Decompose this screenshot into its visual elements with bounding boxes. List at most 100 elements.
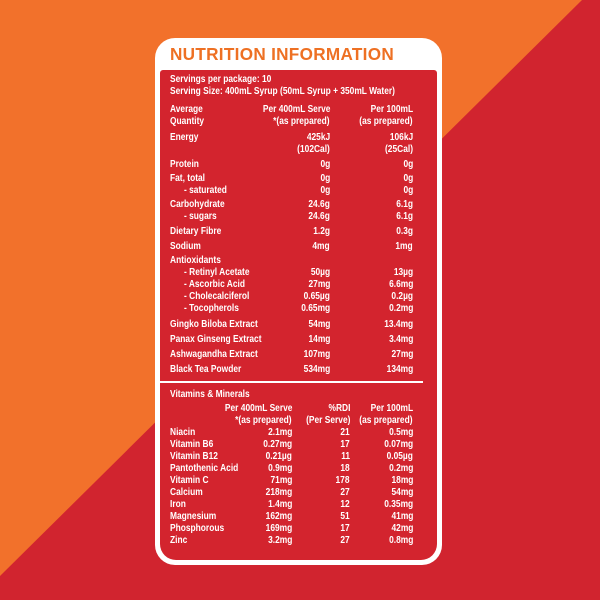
row-value: 50µg <box>310 266 330 278</box>
row-value: 2.1mg <box>267 426 292 438</box>
row-label: Dietary Fibre <box>170 225 222 237</box>
row-value: 0g <box>320 184 330 196</box>
table-row: Calcium 218mg 27 54mg <box>170 486 413 498</box>
row-value: 54mg <box>308 318 330 330</box>
table-row: Gingko Biloba Extract 54mg 13.4mg <box>170 318 413 330</box>
row-label: - Tocopherols <box>184 302 239 314</box>
table-row: Niacin 2.1mg 21 0.5mg <box>170 426 413 438</box>
table-row: Ashwagandha Extract 107mg 27mg <box>170 348 413 360</box>
row-value: 169mg <box>265 522 292 534</box>
section-divider <box>160 381 423 383</box>
table-row: Dietary Fibre 1.2g 0.3g <box>170 225 413 237</box>
row-label: Pantothenic Acid <box>170 462 239 474</box>
table-row: Iron 1.4mg 12 0.35mg <box>170 498 413 510</box>
nutrition-table-content: Servings per package: 10 Serving Size: 4… <box>160 73 423 560</box>
table-row: - saturated 0g 0g <box>170 184 413 196</box>
row-value: 0g <box>403 172 413 184</box>
row-label: Fat, total <box>170 172 205 184</box>
row-value: 1.4mg <box>267 498 292 510</box>
table-row: Sodium 4mg 1mg <box>170 240 413 252</box>
row-value: 6.6mg <box>388 278 413 290</box>
row-value: 24.6g <box>308 210 330 222</box>
row-value: 17 <box>340 438 350 450</box>
servings-per-package: Servings per package: 10 <box>170 73 272 85</box>
row-value: 0.35mg <box>384 498 413 510</box>
row-value: 3.4mg <box>388 333 413 345</box>
table-row: Energy 425kJ 106kJ <box>170 131 413 143</box>
row-value: 106kJ <box>389 131 413 143</box>
row-label: Iron <box>170 498 186 510</box>
main-header-line2: Quantity *(as prepared) (as prepared) <box>170 115 413 127</box>
row-value: 11 <box>341 450 350 462</box>
row-value: 27 <box>340 486 350 498</box>
row-value: 162mg <box>265 510 292 522</box>
vitamins-table: Niacin 2.1mg 21 0.5mg Vitamin B6 0.27mg 17 0.07… <box>170 426 413 546</box>
row-value: 27mg <box>308 278 330 290</box>
row-label: Vitamin B12 <box>170 450 218 462</box>
row-label: Carbohydrate <box>170 198 225 210</box>
row-label: Gingko Biloba Extract <box>170 318 258 330</box>
row-value: 0.27mg <box>263 438 292 450</box>
row-value: 24.6g <box>308 198 330 210</box>
row-value: 14mg <box>308 333 330 345</box>
table-row: Fat, total 0g 0g <box>170 172 413 184</box>
row-value: 0.65µg <box>303 290 330 302</box>
row-value: 18 <box>340 462 350 474</box>
row-value: 6.1g <box>396 198 413 210</box>
row-value: 12 <box>340 498 350 510</box>
row-value: 0.65mg <box>301 302 330 314</box>
row-value: 27mg <box>391 348 413 360</box>
vitamins-header-line1: Per 400mL Serve %RDI Per 100mL <box>224 402 413 414</box>
row-value: 18mg <box>391 474 413 486</box>
row-value: 13.4mg <box>384 318 413 330</box>
row-label: Zinc <box>170 534 188 546</box>
row-value: 42mg <box>391 522 413 534</box>
row-value: 21 <box>340 426 350 438</box>
row-value: 0.3g <box>396 225 413 237</box>
row-value: 0.2mg <box>388 462 413 474</box>
row-label: - Retinyl Acetate <box>184 266 250 278</box>
row-value: 1mg <box>395 240 413 252</box>
row-value: 0.5mg <box>388 426 413 438</box>
row-value: 0.21µg <box>265 450 292 462</box>
row-label: Calcium <box>170 486 203 498</box>
table-row: Carbohydrate 24.6g 6.1g <box>170 198 413 210</box>
row-value: 27 <box>340 534 350 546</box>
row-value: 0g <box>320 172 330 184</box>
row-label: Sodium <box>170 240 201 252</box>
row-value: 0.07mg <box>384 438 413 450</box>
table-row: Vitamin C 71mg 178 18mg <box>170 474 413 486</box>
row-value: 4mg <box>312 240 330 252</box>
row-value: (25Cal) <box>384 143 413 155</box>
row-label: - sugars <box>184 210 217 222</box>
row-label: Phosphorous <box>170 522 225 534</box>
table-row: Antioxidants <box>170 254 413 266</box>
table-row: Vitamin B12 0.21µg 11 0.05µg <box>170 450 413 462</box>
row-value: 3.2mg <box>267 534 292 546</box>
row-value: 0.8mg <box>388 534 413 546</box>
row-value: 107mg <box>303 348 330 360</box>
row-value: 178 <box>335 474 350 486</box>
nutrition-panel: NUTRITION INFORMATION Servings per packa… <box>155 38 442 565</box>
row-value: 218mg <box>265 486 292 498</box>
row-value: 134mg <box>386 363 413 375</box>
row-value: 0.2mg <box>388 302 413 314</box>
table-row: Magnesium 162mg 51 41mg <box>170 510 413 522</box>
vitamins-header-line2: *(as prepared) (Per Serve) (as prepared) <box>235 414 413 426</box>
table-row: Vitamin B6 0.27mg 17 0.07mg <box>170 438 413 450</box>
table-row: Protein 0g 0g <box>170 158 413 170</box>
row-label: Energy <box>170 131 199 143</box>
row-value: 425kJ <box>306 131 330 143</box>
row-label: Niacin <box>170 426 196 438</box>
table-row: Black Tea Powder 534mg 134mg <box>170 363 413 375</box>
row-value: 1.2g <box>313 225 330 237</box>
table-row: - Retinyl Acetate 50µg 13µg <box>170 266 413 278</box>
table-row: - Cholecalciferol 0.65µg 0.2µg <box>170 290 413 302</box>
nutrition-table-box: Servings per package: 10 Serving Size: 4… <box>160 70 437 560</box>
table-row: Pantothenic Acid 0.9mg 18 0.2mg <box>170 462 413 474</box>
main-table: Energy 425kJ 106kJ (102Cal) (25Cal) Protein 0g… <box>170 131 413 375</box>
row-label: Vitamin B6 <box>170 438 214 450</box>
vitamins-section-title: Vitamins & Minerals <box>170 388 250 400</box>
table-row: - sugars 24.6g 6.1g <box>170 210 413 222</box>
